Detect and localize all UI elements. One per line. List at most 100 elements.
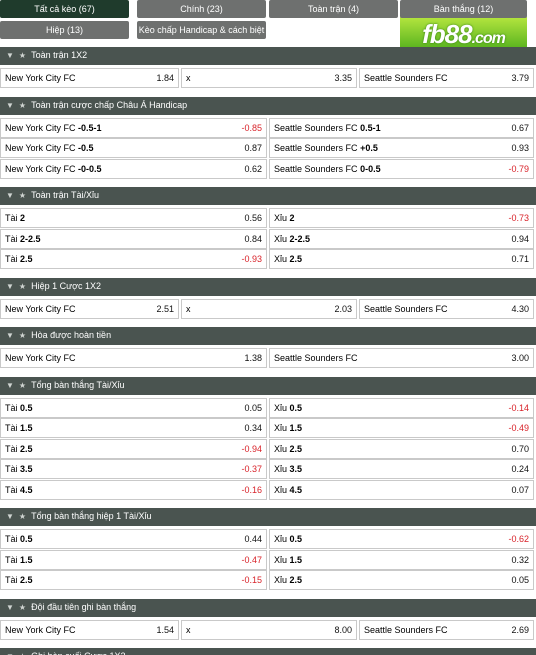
section-header[interactable]: ▼ ★ Hòa được hoàn tiền xyxy=(0,327,536,345)
section-header[interactable]: ▼ ★ Hiệp 1 Cược 1X2 xyxy=(0,277,536,296)
selection-name: Tài xyxy=(5,575,18,585)
selection-name: Seattle Sounders FC xyxy=(274,353,358,363)
odds: 0.32 xyxy=(511,554,529,565)
odds: 0.87 xyxy=(244,143,262,153)
odds: 1.84 xyxy=(156,73,174,83)
odds-cell[interactable]: Xỉu 0.5 -0.14 xyxy=(269,397,534,418)
line: 0-0.5 xyxy=(360,163,381,174)
odds-cell[interactable]: Seattle Sounders FC 3.79 xyxy=(359,68,534,88)
tab[interactable]: Chính (23) xyxy=(137,0,266,18)
section-header[interactable]: ▼ ★ Toàn trận 1X2 xyxy=(0,47,536,65)
odds-cell[interactable]: Seattle Sounders FC 0-0.5 -0.79 xyxy=(269,158,534,179)
section-header[interactable]: ▼ ★ Tổng bàn thắng Tài/Xỉu xyxy=(0,376,536,395)
odds-cell[interactable]: Tài 2.5 -0.93 xyxy=(0,249,267,269)
odds-cell[interactable]: Tài 0.5 0.44 xyxy=(0,529,267,549)
odds-cell[interactable]: Seattle Sounders FC 4.30 xyxy=(359,298,534,319)
section-header[interactable]: ▼ ★ Đội đầu tiên ghi bàn thắng xyxy=(0,598,536,617)
logo-domain: .com xyxy=(471,30,506,47)
odds: 0.67 xyxy=(511,122,529,133)
line: 0.5 xyxy=(289,534,303,544)
odds-cell[interactable]: Xỉu 2-2.5 0.94 xyxy=(269,228,534,249)
odds-cell[interactable]: New York City FC -0.5 0.87 xyxy=(0,138,267,158)
odds: 0.94 xyxy=(511,233,529,244)
odds-cell[interactable]: x 3.35 xyxy=(181,68,357,88)
selection-name: Seattle Sounders FC xyxy=(364,73,448,83)
odds: 0.62 xyxy=(244,163,262,174)
odds-cell[interactable]: Tài 2.5 -0.15 xyxy=(0,570,267,590)
odds-cell[interactable]: New York City FC -0-0.5 0.62 xyxy=(0,158,267,179)
line: 3.5 xyxy=(20,464,33,474)
selection-name: Tài xyxy=(5,464,18,474)
odds-cell[interactable]: Tài 2-2.5 0.84 xyxy=(0,228,267,249)
odds-cell[interactable]: x 2.03 xyxy=(181,298,357,319)
odds-cell[interactable]: x 8.00 xyxy=(181,619,357,640)
odds-cell[interactable]: New York City FC -0.5-1 -0.85 xyxy=(0,117,267,138)
line: 1.5 xyxy=(20,423,33,433)
line: 0.5-1 xyxy=(360,122,381,133)
odds-cell[interactable]: Tài 3.5 -0.37 xyxy=(0,459,267,479)
line: 2.5 xyxy=(20,575,33,585)
odds: -0.49 xyxy=(508,423,529,433)
section-header[interactable]: ▼ ★ Toàn trận Tài/Xỉu xyxy=(0,187,536,205)
star-icon: ★ xyxy=(18,281,27,291)
odds-cell[interactable]: Tài 0.5 0.05 xyxy=(0,397,267,418)
odds: 0.84 xyxy=(244,233,262,244)
odds: 0.34 xyxy=(244,423,262,433)
tab[interactable]: Toàn trận (4) xyxy=(269,0,398,18)
collapse-icon: ▼ xyxy=(6,602,14,612)
odds-cell[interactable]: Xỉu 1.5 0.32 xyxy=(269,549,534,570)
odds-cell[interactable]: Seattle Sounders FC 3.00 xyxy=(269,348,534,368)
odds-cell[interactable]: Xỉu 0.5 -0.62 xyxy=(269,529,534,549)
odds-cell[interactable]: Xỉu 2.5 0.70 xyxy=(269,438,534,459)
odds: -0.79 xyxy=(508,163,529,174)
odds-cell[interactable]: New York City FC 1.54 xyxy=(0,619,179,640)
odds-cell[interactable]: Tài 2.5 -0.94 xyxy=(0,438,267,459)
odds-cell[interactable]: Seattle Sounders FC 2.69 xyxy=(359,619,534,640)
section-title: Toàn trận Tài/Xỉu xyxy=(31,190,99,200)
odds-cell[interactable]: New York City FC 1.84 xyxy=(0,68,179,88)
selection-name: Tài xyxy=(5,443,18,454)
star-icon: ★ xyxy=(18,602,27,612)
section-header[interactable]: ▼ ★ Tổng bàn thắng hiệp 1 Tài/Xỉu xyxy=(0,508,536,526)
selection-name: x xyxy=(186,303,191,314)
section-title: Tổng bàn thắng Tài/Xỉu xyxy=(31,379,125,390)
section-header[interactable]: ▼ ★ Ghi bàn cuối Cược 1X2 xyxy=(0,648,536,655)
odds: 2.69 xyxy=(511,624,529,635)
odds-cell[interactable]: Tài 1.5 0.34 xyxy=(0,418,267,438)
odds-cell[interactable]: New York City FC 1.38 xyxy=(0,348,267,368)
odds: -0.94 xyxy=(241,443,262,454)
collapse-icon: ▼ xyxy=(6,652,14,655)
odds: 0.70 xyxy=(511,443,529,454)
section-title: Tổng bàn thắng hiệp 1 Tài/Xỉu xyxy=(31,511,152,521)
star-icon: ★ xyxy=(18,512,27,521)
odds-cell[interactable]: Xỉu 1.5 -0.49 xyxy=(269,418,534,438)
tab[interactable]: Hiệp (13) xyxy=(0,21,129,39)
selection-name: Xỉu xyxy=(274,233,288,244)
collapse-icon: ▼ xyxy=(6,512,14,521)
odds-cell[interactable]: Tài 4.5 -0.16 xyxy=(0,479,267,500)
odds-cell[interactable]: Xỉu 4.5 0.07 xyxy=(269,479,534,500)
section-title: Toàn trận 1X2 xyxy=(31,50,88,60)
tab[interactable]: Tất cả kèo (67) xyxy=(0,0,129,18)
odds-cell[interactable]: Tài 1.5 -0.47 xyxy=(0,549,267,570)
odds-cell[interactable]: Xỉu 2.5 0.05 xyxy=(269,570,534,590)
selection-name: Xỉu xyxy=(274,213,288,223)
odds-cell[interactable]: New York City FC 2.51 xyxy=(0,298,179,319)
odds-cell[interactable]: Xỉu 2.5 0.71 xyxy=(269,249,534,269)
tab[interactable]: Bàn thắng (12) xyxy=(400,0,527,18)
tab[interactable]: Kèo chấp Handicap & cách biệt (3) xyxy=(137,21,266,53)
line: -0.5-1 xyxy=(78,122,102,133)
odds: 0.93 xyxy=(511,143,529,153)
odds-cell[interactable]: Tài 2 0.56 xyxy=(0,208,267,228)
odds-cell[interactable]: Xỉu 3.5 0.24 xyxy=(269,459,534,479)
logo-brand: fb88 xyxy=(422,19,472,49)
section-header[interactable]: ▼ ★ Toàn trận cược chấp Châu Á Handicap xyxy=(0,96,536,115)
odds-cell[interactable]: Seattle Sounders FC 0.5-1 0.67 xyxy=(269,117,534,138)
selection-name: Seattle Sounders FC xyxy=(274,122,358,133)
odds-cell[interactable]: Xỉu 2 -0.73 xyxy=(269,208,534,228)
star-icon: ★ xyxy=(18,380,27,390)
selection-name: Seattle Sounders FC xyxy=(364,624,448,635)
line: 4.5 xyxy=(289,484,303,495)
odds-cell[interactable]: Seattle Sounders FC +0.5 0.93 xyxy=(269,138,534,158)
line: 2.5 xyxy=(20,443,33,454)
